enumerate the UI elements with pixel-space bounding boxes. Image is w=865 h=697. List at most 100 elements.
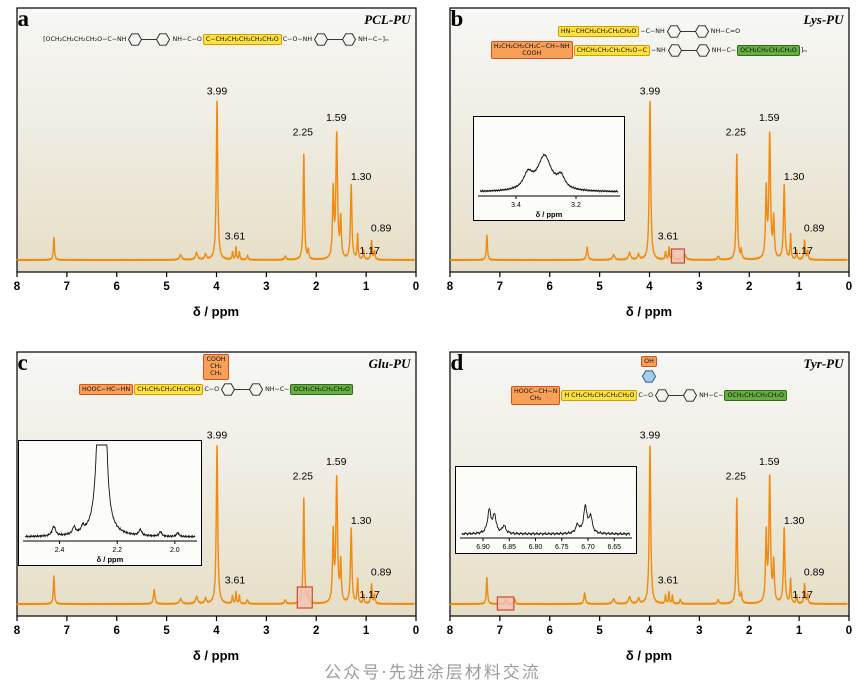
x-tick-label: 0 [845,625,851,637]
inset-svg: 3.4 3.2 δ / ppm [477,153,620,219]
sample-title-b: Lys-PU [803,12,844,27]
spectrum-line [448,100,848,262]
peak-label: 0.89 [370,567,391,579]
panel-c: 8 7 6 5 4 3 2 1 0 3.99 2.25 1.59 1.30 0.89 1.17 3.61 c … [0,348,432,692]
x-tick-label: 4 [646,281,653,293]
sample-title-a: PCL-PU [364,12,411,27]
inset-tick-label: 6.90 [476,544,490,551]
peak-label: 3.99 [639,429,660,441]
inset-tick-label: 3.2 [571,202,581,209]
panel-d-frame: 8 7 6 5 4 3 2 1 0 3.99 2.25 1.59 1.30 0.89 1.17 3.61 d … [437,348,862,640]
panel-letter-b: b [450,6,464,31]
x-tick-label: 2 [746,281,752,293]
x-axis-ticks: 8 7 6 5 4 3 2 1 0 [446,616,852,637]
inset-tick-label: 2.2 [112,547,122,554]
x-axis-label-d: δ / ppm [625,648,673,663]
peak-label: 2.25 [725,126,746,138]
panel-c-frame: 8 7 6 5 4 3 2 1 0 3.99 2.25 1.59 1.30 0.89 1.17 3.61 c … [4,348,429,640]
peak-label: 0.89 [370,223,391,235]
peak-label: 1.30 [783,515,804,527]
peak-label: 1.30 [350,171,371,183]
peak-label: 1.59 [325,112,346,124]
x-tick-label: 3 [263,281,269,293]
peak-label: 3.61 [224,575,245,587]
inset-curve [479,153,618,194]
panel-a-frame: 8 7 6 5 4 3 2 1 0 3.99 2.25 1.59 1.30 0.89 1.17 3.61 a … [4,4,429,296]
panel-b-frame: 8 7 6 5 4 3 2 1 0 3.99 2.25 1.59 1.30 0.89 1.17 3.61 b … [437,4,862,296]
x-tick-label: 2 [313,625,319,637]
x-tick-label: 8 [446,625,453,637]
x-axis-ticks: 8 7 6 5 4 3 2 1 0 [13,272,419,293]
highlight-box [670,248,685,264]
x-tick-label: 5 [596,281,603,293]
x-tick-label: 6 [113,625,119,637]
peak-label: 1.30 [350,515,371,527]
inset-tick-label: 6.70 [581,544,595,551]
peak-label: 2.25 [292,470,313,482]
x-tick-label: 5 [163,281,170,293]
x-tick-label: 0 [412,281,418,293]
peak-label: 2.25 [725,470,746,482]
peak-label: 0.89 [803,567,824,579]
x-axis-label-a: δ / ppm [192,304,240,319]
x-axis-ticks: 8 7 6 5 4 3 2 1 0 [13,616,419,637]
inset-x-axis-label: δ / ppm [535,210,562,219]
peak-label: 1.59 [325,456,346,468]
spectrum-line [15,444,415,606]
inset-tick-label: 6.85 [502,544,516,551]
peak-label: 1.59 [758,456,779,468]
panel-b: 8 7 6 5 4 3 2 1 0 3.99 2.25 1.59 1.30 0.89 1.17 3.61 b … [433,4,865,348]
panel-letter-c: c [17,350,28,375]
watermark: 公众号·先进涂层材料交流 [324,663,541,683]
sample-title-c: Glu-PU [368,356,411,371]
panel-letter-a: a [17,6,30,31]
peak-label: 3.99 [639,85,660,97]
x-tick-label: 6 [546,625,552,637]
x-tick-label: 1 [795,625,802,637]
x-tick-label: 7 [496,625,502,637]
x-tick-label: 8 [446,281,453,293]
x-tick-label: 1 [795,281,802,293]
x-tick-label: 1 [362,625,369,637]
sample-title-d: Tyr-PU [803,356,844,371]
x-tick-label: 7 [63,625,69,637]
inset-tick-label: 3.4 [511,202,521,209]
x-tick-label: 6 [546,281,552,293]
peak-label: 1.17 [359,589,380,601]
x-tick-label: 4 [646,625,653,637]
inset-plot: 3.4 3.2 δ / ppm [472,116,625,221]
panel-letter-d: d [450,350,464,375]
peak-label: 3.61 [657,231,678,243]
peak-label: 3.99 [206,85,227,97]
x-tick-label: 6 [113,281,119,293]
inset-tick-label: 2.0 [169,547,179,554]
x-tick-label: 2 [313,281,319,293]
nmr-spectrum-a: 8 7 6 5 4 3 2 1 0 3.99 2.25 1.59 1.30 0.89 1.17 3.61 [13,7,419,293]
x-tick-label: 8 [13,625,20,637]
peak-label: 1.17 [792,245,813,257]
peak-label: 1.17 [792,589,813,601]
inset-x-axis-label: δ / ppm [96,555,123,564]
x-tick-label: 5 [163,625,170,637]
x-tick-label: 5 [596,625,603,637]
x-tick-label: 8 [13,281,20,293]
highlight-box [496,596,514,611]
peak-label: 2.25 [292,126,313,138]
x-tick-label: 3 [696,281,702,293]
x-tick-label: 7 [496,281,502,293]
spectrum-line [448,445,848,606]
peak-label: 0.89 [803,223,824,235]
panel-d: 8 7 6 5 4 3 2 1 0 3.99 2.25 1.59 1.30 0.89 1.17 3.61 d … [433,348,865,692]
inset-tick-label: 6.75 [554,544,568,551]
inset-svg: 6.90 6.85 6.80 6.75 6.70 6.65 [459,503,632,551]
panel-a: 8 7 6 5 4 3 2 1 0 3.99 2.25 1.59 1.30 0.89 1.17 3.61 a … [0,4,432,348]
inset-tick-label: 6.65 [607,544,621,551]
highlight-box [296,586,313,609]
inset-tick-label: 2.4 [54,547,64,554]
peak-label: 1.30 [783,171,804,183]
x-tick-label: 3 [263,625,269,637]
inset-curve [461,503,630,537]
inset-plot: 6.90 6.85 6.80 6.75 6.70 6.65 [454,466,637,554]
inset-svg: 2.4 2.2 2.0 δ / ppm [22,444,197,564]
